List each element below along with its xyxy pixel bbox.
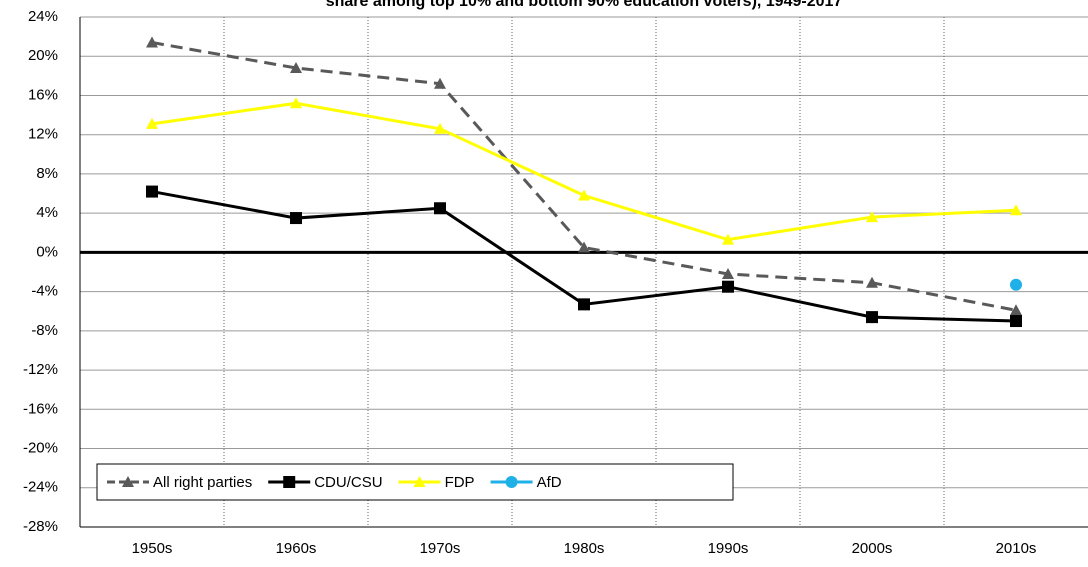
marker	[866, 211, 878, 223]
legend-label: CDU/CSU	[314, 474, 382, 491]
marker	[146, 117, 158, 129]
y-tick-label: -28%	[23, 518, 58, 535]
marker	[866, 311, 878, 324]
marker	[1010, 315, 1022, 328]
series-line	[151, 41, 1017, 312]
chart-title: share among top 10% and bottom 90% educa…	[326, 0, 843, 10]
marker	[146, 36, 158, 48]
legend-label: FDP	[445, 474, 475, 491]
x-tick-label: 1970s	[420, 540, 461, 557]
marker	[290, 62, 302, 73]
marker	[283, 476, 296, 488]
x-tick-label: 1990s	[708, 540, 749, 557]
marker	[290, 97, 302, 109]
marker	[578, 189, 590, 201]
y-tick-label: -20%	[23, 440, 58, 457]
marker	[146, 185, 158, 198]
marker	[290, 212, 302, 225]
x-tick-label: 1980s	[564, 540, 605, 557]
marker	[413, 476, 426, 487]
x-tick-label: 2010s	[996, 540, 1037, 557]
y-tick-label: 8%	[36, 165, 58, 182]
marker	[505, 476, 518, 488]
marker	[122, 476, 134, 487]
marker	[434, 202, 446, 215]
marker	[1010, 204, 1022, 216]
marker	[1010, 304, 1022, 316]
y-tick-label: 0%	[36, 243, 58, 260]
y-tick-label: 24%	[28, 8, 58, 25]
marker	[722, 280, 734, 293]
marker	[866, 276, 878, 288]
y-tick-label: 16%	[28, 86, 58, 103]
y-tick-label: -8%	[31, 322, 58, 339]
y-tick-label: 4%	[36, 204, 58, 221]
marker	[722, 267, 734, 279]
y-tick-label: 20%	[28, 47, 58, 64]
legend-label: All right parties	[153, 474, 252, 491]
x-tick-label: 1960s	[276, 540, 317, 557]
x-tick-label: 2000s	[852, 540, 893, 557]
y-tick-label: -16%	[23, 400, 58, 417]
marker	[722, 233, 734, 245]
marker	[434, 122, 446, 134]
marker	[1010, 278, 1022, 291]
y-tick-label: -4%	[31, 283, 58, 300]
marker	[434, 77, 446, 89]
y-tick-label: -12%	[23, 361, 58, 378]
x-tick-label: 1950s	[132, 540, 173, 557]
legend: All right parties CDU/CSU FDP AfD	[96, 463, 734, 501]
y-tick-label: 12%	[28, 126, 58, 143]
marker	[578, 298, 590, 311]
y-tick-label: -24%	[23, 479, 58, 496]
marker	[578, 241, 590, 253]
legend-label: AfD	[537, 474, 562, 491]
series-line	[151, 101, 1017, 242]
